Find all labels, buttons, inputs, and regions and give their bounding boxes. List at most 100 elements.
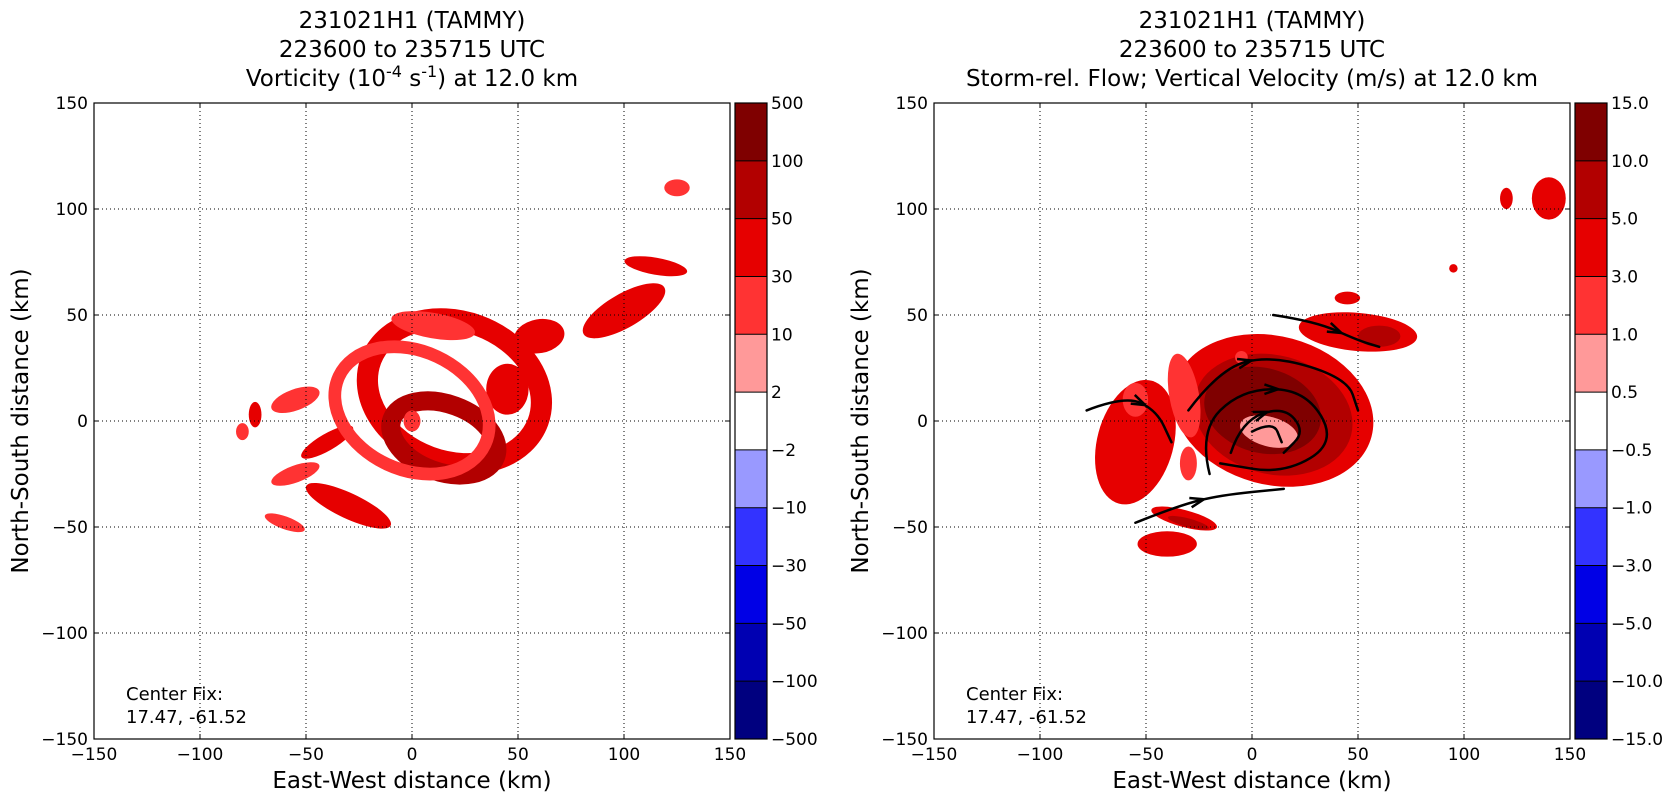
colorbar-label: 10 <box>771 325 793 345</box>
title-line: 223600 to 235715 UTC <box>279 37 545 63</box>
colorbar-swatch <box>735 218 767 277</box>
superscript: -1 <box>421 62 437 81</box>
x-tick-label: 50 <box>1347 745 1369 765</box>
variable-title: Storm-rel. Flow; Vertical Velocity (m/s)… <box>966 66 1538 92</box>
contour-region <box>328 340 496 481</box>
colorbar-swatch <box>735 449 767 509</box>
colorbar-label: −500 <box>771 730 818 750</box>
colorbar-label: −10 <box>771 499 807 519</box>
colorbar-swatch <box>1575 623 1607 682</box>
x-tick-label: −50 <box>288 745 324 765</box>
colorbar-label: 50 <box>771 210 793 230</box>
colorbar-swatch <box>735 623 767 682</box>
y-tick-label: 50 <box>906 306 928 326</box>
colorbar-swatch <box>1575 449 1607 509</box>
contour-region <box>1167 515 1209 530</box>
contour-region <box>1137 531 1197 557</box>
tick-marks <box>933 102 1571 740</box>
vertical-velocity-panel: −150−150 −100 −100 −50 −50 0 0 50 50 100 100 150 150… <box>848 8 1663 794</box>
colorbar-swatch <box>1575 507 1607 567</box>
colorbar-swatch <box>1575 565 1607 624</box>
colorbar-label: −0.5 <box>1611 441 1652 461</box>
title-text: s <box>402 66 421 92</box>
center-fix-annotation: 17.47, -61.52 <box>966 707 1087 728</box>
y-tick-label: −100 <box>881 624 928 644</box>
title-text: ) at 12.0 km <box>437 66 578 92</box>
colorbar-swatch <box>1575 160 1607 220</box>
x-tick-label: 100 <box>608 745 640 765</box>
filled-contours <box>236 179 690 533</box>
colorbar-label: 15.0 <box>1611 94 1649 114</box>
contour-region <box>1179 446 1197 481</box>
streamline <box>1187 358 1360 412</box>
colorbar-frame <box>1574 102 1608 740</box>
streamline <box>1134 487 1286 525</box>
x-tick-label: −100 <box>1017 745 1064 765</box>
streamline-arrow <box>1130 394 1147 407</box>
contour-region <box>1095 379 1176 505</box>
y-tick-label: −100 <box>41 624 88 644</box>
title-text: Vorticity (10 <box>246 66 386 92</box>
colorbar-label: −2 <box>771 441 796 461</box>
streamline-arrow <box>1189 496 1206 509</box>
streamline <box>1229 409 1301 455</box>
streamline <box>1271 313 1381 349</box>
contour-region <box>1122 382 1149 417</box>
title-line: 231021H1 (TAMMY) <box>299 8 526 34</box>
colorbar-label: −3.0 <box>1611 557 1652 577</box>
colorbar-label: 1.0 <box>1611 325 1638 345</box>
x-axis-label: East-West distance (km) <box>272 768 551 794</box>
contour-region <box>1334 291 1361 305</box>
streamline <box>1085 399 1173 444</box>
colorbar-label: −100 <box>771 672 818 692</box>
colorbar-swatch <box>735 681 767 740</box>
colorbar-label: 3.0 <box>1611 267 1638 287</box>
contour-region <box>1500 187 1513 209</box>
colorbar: 500 100 50 30 10 2 −2 −10 −30 −50 −100 −500 <box>734 94 818 750</box>
colorbar-swatch <box>735 103 767 162</box>
contour-region <box>391 311 476 341</box>
center-fix-annotation: Center Fix: <box>126 684 223 705</box>
x-tick-label: 150 <box>1554 745 1586 765</box>
contour-region <box>664 179 690 197</box>
y-axis-label: North-South distance (km) <box>8 268 34 573</box>
colorbar-swatch <box>1575 218 1607 277</box>
y-tick-label: 0 <box>77 412 88 432</box>
colorbar-label: 10.0 <box>1611 152 1649 172</box>
x-tick-label: 150 <box>714 745 746 765</box>
contour-region <box>301 425 354 459</box>
superscript: -4 <box>386 62 402 81</box>
contour-region <box>1531 177 1566 220</box>
contour-region <box>513 318 565 354</box>
x-tick-label: 0 <box>407 745 418 765</box>
colorbar-label: −10.0 <box>1611 672 1663 692</box>
contour-region <box>271 462 320 486</box>
contour-region <box>624 256 688 277</box>
contour-region <box>271 386 320 414</box>
y-tick-label: −50 <box>892 518 928 538</box>
colorbar-label: −5.0 <box>1611 614 1652 634</box>
contour-region <box>486 363 529 415</box>
y-tick-label: −150 <box>41 730 88 750</box>
title-line: 223600 to 235715 UTC <box>1119 37 1385 63</box>
center-fix-annotation: 17.47, -61.52 <box>126 707 247 728</box>
x-axis-label: East-West distance (km) <box>1112 768 1391 794</box>
colorbar-swatch <box>1575 681 1607 740</box>
colorbar-swatch <box>735 565 767 624</box>
x-tick-label: −50 <box>1128 745 1164 765</box>
colorbar-swatch <box>735 334 767 393</box>
colorbar-swatch <box>735 507 767 567</box>
colorbar-label: 100 <box>771 152 803 172</box>
contour-region <box>1240 415 1298 448</box>
x-tick-label: −150 <box>911 745 958 765</box>
vorticity-panel: −150−150−100−100−50−50005050100100150150… <box>8 8 818 794</box>
colorbar-label: 500 <box>771 94 803 114</box>
y-tick-label: 100 <box>896 200 928 220</box>
contour-region <box>582 283 666 339</box>
colorbar-label: −1.0 <box>1611 499 1652 519</box>
colorbar-swatch <box>1575 334 1607 393</box>
contour-region <box>1358 325 1401 347</box>
colorbar-label: 30 <box>771 267 793 287</box>
y-tick-label: 0 <box>917 412 928 432</box>
colorbar-swatch <box>1575 103 1607 162</box>
